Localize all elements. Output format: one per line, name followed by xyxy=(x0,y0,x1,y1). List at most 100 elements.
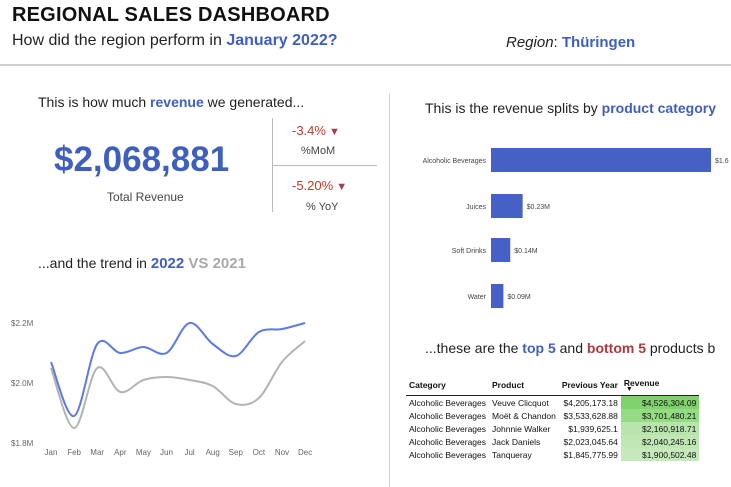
x-tick-label: Jun xyxy=(160,448,173,457)
table-cell-previous-year: $3,533,628.88 xyxy=(563,410,618,421)
period-question: How did the region perform in January 20… xyxy=(12,32,338,50)
category-bar xyxy=(491,194,523,218)
x-tick-label: Nov xyxy=(275,448,289,457)
trend-heading-prefix: ...and the trend in xyxy=(38,255,151,271)
table-cell-category: Alcoholic Beverages xyxy=(409,423,487,434)
yoy-value: -5.20% xyxy=(292,178,334,193)
category-bar-chart[interactable]: Alcoholic Beverages $1.6 Juices $0.23M Soft … xyxy=(395,135,731,315)
table-cell-category: Alcoholic Beverages xyxy=(409,410,487,421)
bar-value-label: $0.14M xyxy=(514,248,538,255)
table-cell-category: Alcoholic Beverages xyxy=(409,397,487,408)
header-divider xyxy=(0,64,731,66)
y-tick-label: $1.8M xyxy=(11,439,34,448)
column-header-category[interactable]: Category xyxy=(406,377,490,396)
table-cell-product: Tanqueray xyxy=(492,449,532,460)
bar-value-label: $1.6 xyxy=(715,158,729,165)
table-row[interactable]: Alcoholic Beverages Moët & Chandon $3,533,… xyxy=(406,409,700,422)
column-header-product[interactable]: Product xyxy=(489,377,559,396)
table-header-row: Category Product Previous Year Revenue ▼ xyxy=(406,377,700,396)
mom-value: -3.4% xyxy=(292,123,326,138)
region-label: Region xyxy=(506,34,554,51)
bar-category-label: Alcoholic Beverages xyxy=(423,158,487,165)
table-cell-product: Veuve Clicquot xyxy=(492,397,549,408)
table-cell-previous-year: $4,205,173.18 xyxy=(563,397,618,408)
mom-label: %MoM xyxy=(301,145,336,157)
period-value: January 2022? xyxy=(226,32,338,49)
table-row[interactable]: Alcoholic Beverages Veuve Clicquot $4,205,… xyxy=(406,395,700,409)
top-products-table: Category Product Previous Year Revenue ▼… xyxy=(406,377,700,461)
trend-year-previous: 2021 xyxy=(212,255,246,272)
products-top-label: top 5 xyxy=(522,340,556,356)
category-bar xyxy=(491,284,504,308)
table-cell-product: Johnnie Walker xyxy=(492,423,551,434)
revenue-heading: This is how much revenue we generated... xyxy=(38,94,304,110)
trend-heading: ...and the trend in 2022 VS 2021 xyxy=(38,255,246,272)
revenue-heading-accent: revenue xyxy=(150,94,204,110)
mom-delta: -3.4% ▼ xyxy=(292,123,340,138)
column-header-previous-year[interactable]: Previous Year xyxy=(558,377,621,396)
table-cell-revenue: $1,900,502.48 xyxy=(620,448,700,461)
table-row[interactable]: Alcoholic Beverages Johnnie Walker $1,939,… xyxy=(406,422,700,435)
mom-down-icon: ▼ xyxy=(328,126,340,138)
x-tick-label: Sep xyxy=(229,448,244,457)
products-heading: ...these are the top 5 and bottom 5 prod… xyxy=(425,340,715,356)
y-tick-label: $2.0M xyxy=(11,379,34,388)
table-cell-previous-year: $1,845,775.99 xyxy=(563,449,618,460)
table-cell-category: Alcoholic Beverages xyxy=(409,449,487,460)
table-cell-revenue: $2,160,918.71 xyxy=(620,422,700,435)
table-row[interactable]: Alcoholic Beverages Jack Daniels $2,023,04… xyxy=(406,435,700,448)
x-tick-label: Apr xyxy=(114,448,127,457)
yoy-down-icon: ▼ xyxy=(336,181,348,193)
yoy-delta: -5.20% ▼ xyxy=(292,178,347,193)
period-question-prefix: How did the region perform in xyxy=(12,32,227,49)
x-tick-label: Mar xyxy=(90,448,104,457)
bar-value-label: $0.09M xyxy=(507,294,531,301)
trend-vs: VS xyxy=(184,255,213,272)
total-revenue-label: Total Revenue xyxy=(107,190,184,204)
bar-value-label: $0.23M xyxy=(527,204,551,211)
x-tick-label: Dec xyxy=(298,448,312,457)
column-header-revenue[interactable]: Revenue ▼ xyxy=(620,377,700,396)
kpi-horizontal-divider xyxy=(272,165,377,166)
series-line-2022 xyxy=(50,321,306,418)
products-heading-prefix: ...these are the xyxy=(425,340,523,356)
table-cell-previous-year: $1,939,625.1 xyxy=(568,423,618,434)
bar-category-label: Soft Drinks xyxy=(452,248,487,255)
table-cell-category: Alcoholic Beverages xyxy=(409,436,487,447)
dashboard-title: REGIONAL SALES DASHBOARD xyxy=(12,4,330,26)
table-cell-revenue: $4,526,304.09 xyxy=(620,395,700,409)
table-cell-previous-year: $2,023,045.64 xyxy=(563,436,618,447)
yoy-label: % YoY xyxy=(306,201,339,213)
table-row[interactable]: Alcoholic Beverages Tanqueray $1,845,775.9… xyxy=(406,448,700,461)
total-revenue-value: $2,068,881 xyxy=(54,140,230,179)
category-heading: This is the revenue splits by product ca… xyxy=(425,100,716,116)
table-cell-product: Moët & Chandon xyxy=(492,410,556,421)
region-value: Thüringen xyxy=(561,34,636,51)
x-tick-label: May xyxy=(136,448,151,457)
revenue-header-label: Revenue xyxy=(623,378,660,388)
trend-line-chart[interactable]: $1.8M $2.0M $2.2M Jan Feb Mar Apr May Jun Jul Aug S… xyxy=(0,300,330,470)
y-tick-label: $2.2M xyxy=(11,319,34,328)
region-separator: : xyxy=(553,34,562,51)
products-heading-middle: and xyxy=(555,340,587,356)
category-bar xyxy=(491,238,511,262)
revenue-heading-suffix: we generated... xyxy=(203,94,305,110)
x-tick-label: Jul xyxy=(184,448,194,457)
series-line-2021 xyxy=(50,340,306,430)
region-filter[interactable]: Region: Thüringen xyxy=(506,34,635,51)
panel-divider xyxy=(389,94,390,487)
category-bar xyxy=(491,148,711,172)
table-cell-revenue: $2,040,245.16 xyxy=(620,435,700,448)
bar-category-label: Juices xyxy=(466,204,486,211)
sort-descending-icon[interactable]: ▼ xyxy=(625,386,633,393)
x-tick-label: Jan xyxy=(45,448,58,457)
products-bottom-label: bottom 5 xyxy=(586,340,646,356)
products-heading-suffix: products b xyxy=(646,340,716,356)
revenue-heading-prefix: This is how much xyxy=(38,94,151,110)
bar-category-label: Water xyxy=(468,294,487,301)
table-cell-revenue: $3,701,480.21 xyxy=(620,409,700,422)
category-heading-accent: product category xyxy=(601,100,716,116)
trend-year-current: 2022 xyxy=(150,255,185,272)
x-tick-label: Aug xyxy=(206,448,220,457)
table-cell-product: Jack Daniels xyxy=(492,436,541,447)
